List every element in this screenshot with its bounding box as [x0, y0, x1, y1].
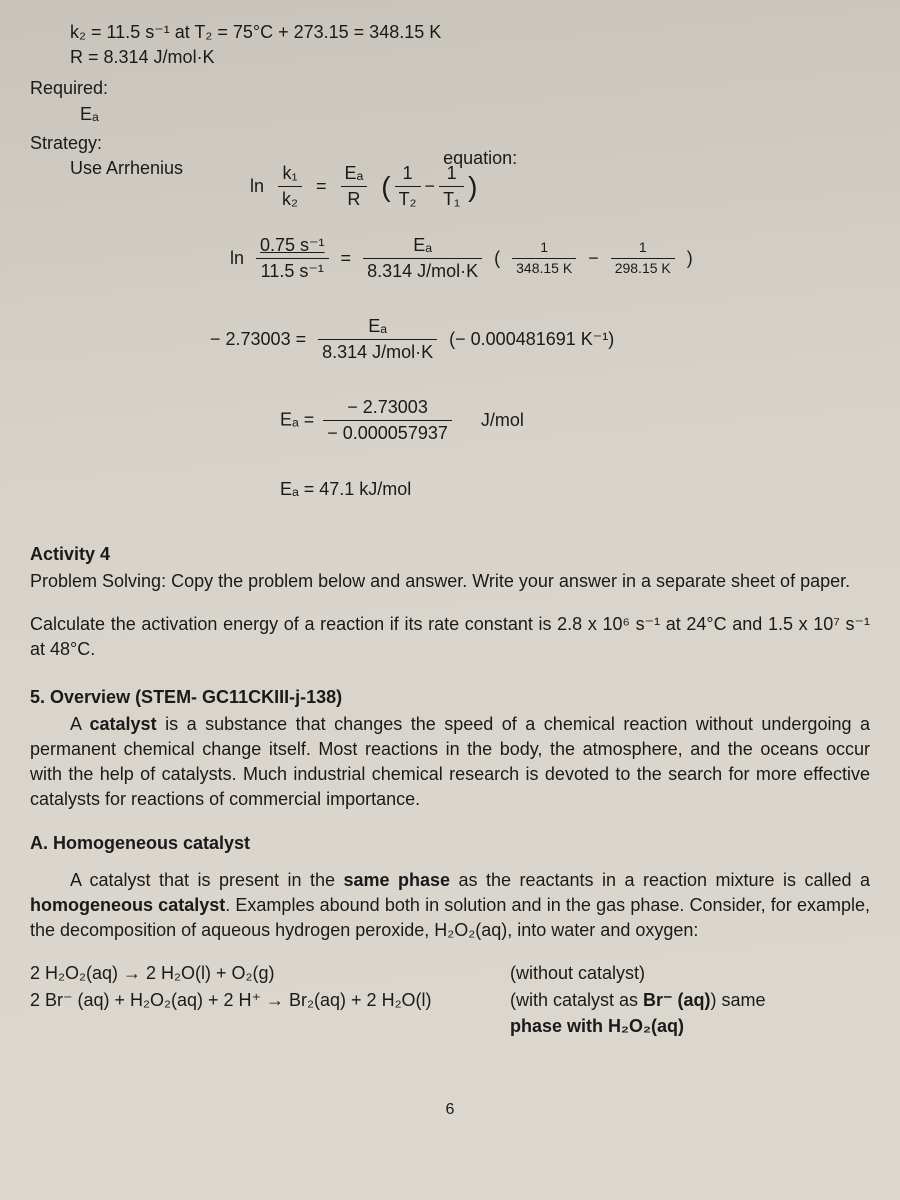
required-value: Eₐ: [80, 102, 870, 127]
eq-k1: k₁: [278, 161, 302, 187]
eq-Ea: Eₐ: [341, 161, 368, 187]
s3-lhs: Eₐ =: [280, 410, 314, 430]
reaction-2: 2 Br⁻ (aq) + H₂O₂(aq) + 2 H⁺ → Br₂(aq) +…: [30, 988, 870, 1038]
sa-pre: A catalyst that is present in the: [70, 870, 343, 890]
calc-step3: Eₐ = − 2.73003 − 0.000057937 J/mol: [280, 395, 870, 446]
ov-post: is a substance that changes the speed of…: [30, 714, 870, 810]
sectionA-heading: A. Homogeneous catalyst: [30, 831, 870, 856]
sa-mid: as the reactants in a reaction mixture i…: [450, 870, 870, 890]
s1-f2den: 298.15 K: [611, 259, 675, 279]
s2-rhs: (− 0.000481691 K⁻¹): [449, 327, 614, 352]
s1-Rval: 8.314 J/mol·K: [363, 259, 482, 284]
eq-1a: 1: [395, 161, 421, 187]
s1-open: (: [494, 246, 500, 271]
eq-ln: ln: [250, 174, 264, 199]
s1-ln: ln: [230, 246, 244, 271]
strategy-label: Strategy:: [30, 131, 183, 156]
eq-minus: −: [425, 174, 436, 199]
s1-num1: 0.75 s⁻¹: [256, 233, 329, 259]
r2r-post: ) same: [711, 990, 766, 1010]
s2-lhs: − 2.73003 =: [210, 327, 306, 352]
page-number: 6: [30, 1099, 870, 1121]
ov-pre: A: [70, 714, 90, 734]
eq-T1: T₁: [439, 187, 464, 212]
calc-step2: − 2.73003 = Eₐ 8.314 J/mol·K (− 0.000481…: [210, 314, 870, 365]
r2r-bold: Br⁻ (aq): [643, 990, 711, 1010]
r2r-pre: (with catalyst as: [510, 990, 643, 1010]
eq-k2: k₂: [278, 187, 302, 212]
reaction-1: 2 H₂O₂(aq) → 2 H₂O(l) + O₂(g) (without c…: [30, 961, 870, 986]
arrhenius-equation: ln k₁ k₂ = Eₐ R ( 1 T₂ − 1 T₁ ): [250, 161, 870, 212]
sa-samephase: same phase: [343, 870, 450, 890]
s1-Ea: Eₐ: [363, 233, 482, 259]
eq-T2: T₂: [395, 187, 421, 212]
calculate-problem: Calculate the activation energy of a rea…: [30, 612, 870, 662]
overview-heading: 5. Overview (STEM- GC11CKIII-j-138): [30, 685, 870, 710]
r1-left: 2 H₂O₂(aq) → 2 H₂O(l) + O₂(g): [30, 961, 510, 986]
eq-R: R: [341, 187, 368, 212]
sa-homogeneous: homogeneous catalyst: [30, 895, 225, 915]
r2-right: (with catalyst as Br⁻ (aq)) same phase w…: [510, 988, 870, 1038]
strategy-use: Use Arrhenius: [70, 156, 183, 181]
s2-Rval: 8.314 J/mol·K: [318, 340, 437, 365]
s1-f2num: 1: [611, 238, 675, 259]
activity-heading: Activity 4: [30, 542, 870, 567]
calc-step1: ln 0.75 s⁻¹ 11.5 s⁻¹ = Eₐ 8.314 J/mol·K …: [230, 233, 870, 284]
required-label: Required:: [30, 76, 870, 101]
r2-left: 2 Br⁻ (aq) + H₂O₂(aq) + 2 H⁺ → Br₂(aq) +…: [30, 988, 510, 1038]
s1-close: ): [687, 246, 693, 271]
sectionA-text: A catalyst that is present in the same p…: [30, 868, 870, 944]
eq-equals: =: [316, 174, 327, 199]
s1-f1den: 348.15 K: [512, 259, 576, 279]
s1-eq: =: [341, 246, 352, 271]
calc-step4: Eₐ = 47.1 kJ/mol: [280, 477, 870, 502]
ov-catalyst: catalyst: [90, 714, 157, 734]
s1-den1: 11.5 s⁻¹: [256, 259, 329, 284]
s3-den: − 0.000057937: [323, 421, 452, 446]
r2r-line2: phase with H₂O₂(aq): [510, 1014, 870, 1039]
overview-text: A catalyst is a substance that changes t…: [30, 712, 870, 813]
eq-1b: 1: [439, 161, 464, 187]
given-R: R = 8.314 J/mol·K: [70, 45, 870, 70]
r1-right: (without catalyst): [510, 961, 870, 986]
s3-num: − 2.73003: [323, 395, 452, 421]
s1-minus: −: [588, 246, 599, 271]
s1-f1num: 1: [512, 238, 576, 259]
given-k2: k₂ = 11.5 s⁻¹ at T₂ = 75°C + 273.15 = 34…: [70, 20, 870, 45]
s3-unit: J/mol: [481, 410, 524, 430]
activity-text: Problem Solving: Copy the problem below …: [30, 569, 870, 594]
s2-Ea: Eₐ: [318, 314, 437, 340]
